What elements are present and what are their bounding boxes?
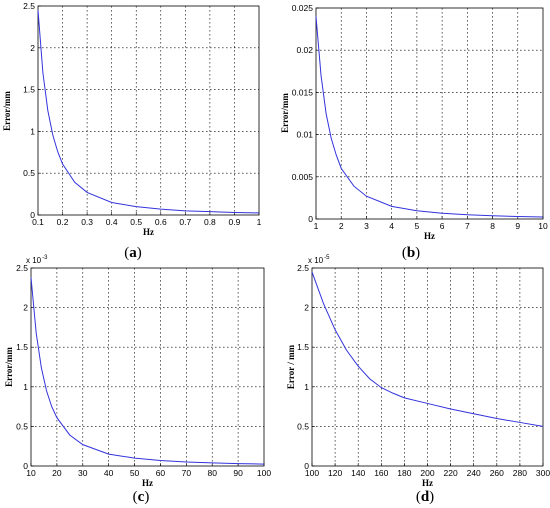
x-tick-label: 70 — [182, 468, 192, 478]
x-tick-label: 8 — [490, 221, 495, 231]
y-tick-label: 1.5 — [16, 342, 28, 352]
x-tick-label: 0.9 — [229, 217, 241, 227]
x-tick-label: 100 — [257, 468, 271, 478]
x-tick-label: 0.6 — [155, 217, 167, 227]
y-tick-label: 2.5 — [297, 263, 309, 273]
x-tick-label: 100 — [305, 468, 319, 478]
x-tick-label: 200 — [420, 468, 434, 478]
x-axis-label: Hz — [424, 231, 435, 241]
data-series-line — [30, 277, 265, 465]
x-tick-label: 0.8 — [204, 217, 216, 227]
y-tick-label: 2.5 — [23, 1, 35, 11]
panel-label: (b) — [402, 245, 420, 261]
panel-label: (c) — [133, 489, 150, 505]
x-tick-label: 6 — [440, 221, 445, 231]
x-tick-label: 120 — [328, 468, 342, 478]
panel-label: (d) — [416, 489, 434, 505]
x-tick-label: 4 — [389, 221, 394, 231]
y-axis-label: Error / mm — [286, 344, 296, 389]
y-tick-label: 0.025 — [292, 3, 314, 13]
y-tick-label: 0.02 — [296, 45, 313, 55]
y-tick-label: 0.5 — [297, 421, 309, 431]
y-axis-label: Error/mm — [280, 93, 290, 133]
x-axis-label: Hz — [142, 478, 153, 488]
y-tick-label: 0.5 — [16, 421, 28, 431]
x-axis-label: Hz — [422, 478, 433, 488]
x-tick-label: 0.7 — [179, 217, 191, 227]
x-tick-label: 160 — [374, 468, 388, 478]
y-tick-label: 0.005 — [292, 172, 314, 182]
x-tick-label: 5 — [415, 221, 420, 231]
y-tick-label: 2.5 — [16, 263, 28, 273]
plot-area — [30, 267, 265, 467]
y-tick-label: 1 — [23, 382, 28, 392]
y-tick-label: 0.5 — [23, 168, 35, 178]
x-tick-label: 80 — [207, 468, 217, 478]
x-tick-label: 0.5 — [130, 217, 142, 227]
chart-panel-4: 100 120 140 160 180 200 220 240 260 280 300 0 0.5 1 1.… — [286, 255, 550, 505]
x-tick-label: 10 — [26, 468, 36, 478]
x-tick-label: 0.4 — [106, 217, 118, 227]
x-tick-label: 280 — [513, 468, 527, 478]
y-tick-label: 0 — [308, 214, 313, 224]
chart-panel-1: 0.1 0.2 0.3 0.4 0.5 0.6 0.7 0.8 0.9 1 0 0.5 1 1.5 2 2.5… — [2, 1, 262, 261]
x-tick-label: 9 — [515, 221, 520, 231]
x-tick-label: 40 — [104, 468, 114, 478]
x-tick-label: 30 — [78, 468, 88, 478]
x-tick-label: 180 — [397, 468, 411, 478]
x-tick-label: 50 — [130, 468, 140, 478]
y-tick-label: 2 — [23, 303, 28, 313]
panel-label: (a) — [124, 245, 142, 261]
y-axis-multiplier: x 10-3 — [26, 255, 48, 265]
x-tick-label: 7 — [465, 221, 470, 231]
x-tick-label: 60 — [156, 468, 166, 478]
x-tick-label: 220 — [444, 468, 458, 478]
y-tick-label: 0.015 — [292, 87, 314, 97]
x-tick-label: 1 — [314, 221, 319, 231]
y-axis-label: Error/mm — [2, 91, 12, 131]
y-axis-multiplier: x 10-5 — [308, 255, 330, 265]
y-axis-label: Error/mm — [4, 347, 14, 387]
chart-panel-3: 10 20 30 40 50 60 70 80 90 100 0 0.5 1 1.5 2 2.5 Hz Error… — [4, 255, 271, 505]
y-tick-label: 2 — [30, 43, 35, 53]
data-series-line — [315, 16, 544, 218]
x-tick-label: 2 — [339, 221, 344, 231]
x-axis-label: Hz — [143, 227, 154, 237]
x-tick-label: 90 — [233, 468, 243, 478]
y-tick-label: 0 — [23, 461, 28, 471]
data-series-line — [311, 271, 544, 427]
x-tick-label: 20 — [52, 468, 62, 478]
x-tick-label: 0.2 — [57, 217, 69, 227]
y-tick-label: 1.5 — [23, 85, 35, 95]
x-tick-label: 140 — [351, 468, 365, 478]
y-tick-label: 1 — [304, 382, 309, 392]
y-tick-label: 0 — [30, 210, 35, 220]
plot-area — [37, 5, 260, 216]
y-tick-label: 1 — [30, 126, 35, 136]
x-tick-label: 1 — [257, 217, 262, 227]
x-tick-label: 10 — [538, 221, 548, 231]
x-tick-label: 0.3 — [81, 217, 93, 227]
data-series-line — [37, 10, 260, 214]
x-tick-label: 260 — [490, 468, 504, 478]
y-tick-label: 1.5 — [297, 342, 309, 352]
chart-panel-2: 1 2 3 4 5 6 7 8 9 10 0 0.005 0.01 0.015 0.02 0.025 Hz Err… — [280, 3, 548, 261]
y-tick-label: 0 — [304, 461, 309, 471]
x-tick-label: 240 — [467, 468, 481, 478]
y-tick-label: 0.01 — [296, 130, 313, 140]
plot-area — [315, 7, 544, 220]
x-tick-label: 0.1 — [32, 217, 44, 227]
x-tick-label: 3 — [364, 221, 369, 231]
x-tick-label: 300 — [536, 468, 550, 478]
y-tick-label: 2 — [304, 303, 309, 313]
